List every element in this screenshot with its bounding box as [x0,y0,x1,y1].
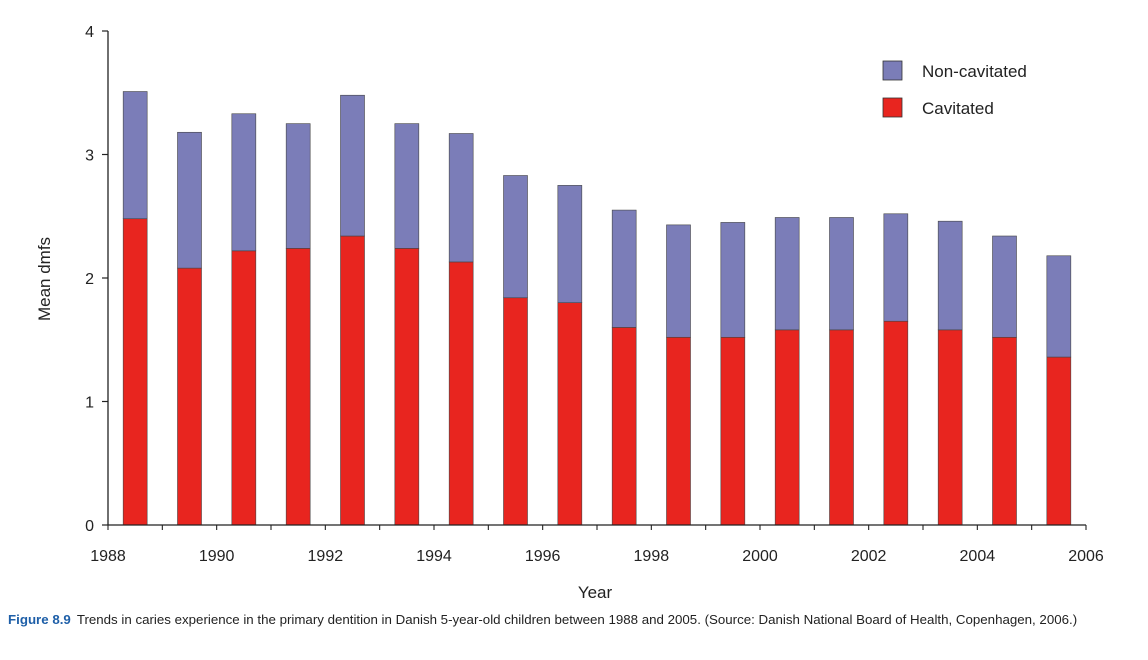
legend-label-cavitated: Cavitated [922,99,994,118]
bar-non-cavitated-2002 [883,213,909,322]
bar-non-cavitated-2004 [992,235,1017,338]
bar-cavitated-2004 [992,336,1017,526]
x-tick-label-1988: 1988 [90,548,126,565]
bar-cavitated-2001 [829,329,854,526]
bar-non-cavitated-1991 [285,123,311,249]
x-tick-label-1998: 1998 [634,548,670,565]
bar-non-cavitated-1992 [340,94,365,237]
y-tick-label-4: 4 [85,24,94,41]
bar-non-cavitated-1998 [666,224,691,338]
x-axis-title: Year [578,583,613,602]
bar-cavitated-1993 [394,248,420,526]
x-tick-label-2000: 2000 [742,548,778,565]
bar-cavitated-2003 [937,329,963,526]
bar-cavitated-2005 [1046,356,1072,526]
figure-label: Figure 8.9 [8,612,71,627]
y-tick-label-3: 3 [85,148,94,165]
stacked-bar-chart: 0 1 2 3 4 1988 1990 1992 1994 1996 1998 2000 2002 200… [35,24,1104,602]
legend: Non-cavitated Cavitated [882,60,1027,118]
bar-non-cavitated-2003 [937,220,963,331]
caption-text: Trends in caries experience in the prima… [76,612,1078,627]
bar-non-cavitated-1995 [503,175,528,299]
bar-non-cavitated-1996 [557,185,583,304]
bar-non-cavitated-1994 [448,133,474,263]
legend-swatch-cavitated [882,97,903,118]
bar-cavitated-1988 [122,218,148,526]
bar-cavitated-1990 [231,250,257,526]
bar-cavitated-1991 [285,248,311,526]
y-tick-label-1: 1 [85,395,94,412]
bar-cavitated-1996 [557,302,583,526]
figure-caption: Figure 8.9 Trends in caries experience in… [8,610,1143,629]
x-tick-label-2004: 2004 [960,548,996,565]
bar-cavitated-1989 [177,267,202,526]
axes-group: 0 1 2 3 4 1988 1990 1992 1994 1996 1998 2000 2002 200… [85,24,1104,565]
x-tick-label-1994: 1994 [416,548,452,565]
y-tick-label-2: 2 [85,271,94,288]
bars-group [122,91,1072,526]
y-tick-label-0: 0 [85,518,94,535]
bar-cavitated-2002 [883,320,909,526]
bar-cavitated-1994 [448,261,474,526]
bar-cavitated-1997 [611,327,637,526]
x-tick-label-2002: 2002 [851,548,887,565]
x-tick-label-1990: 1990 [199,548,235,565]
bar-non-cavitated-2000 [774,217,800,331]
bar-cavitated-2000 [774,329,800,526]
bar-cavitated-1992 [340,235,365,526]
x-tick-label-1996: 1996 [525,548,561,565]
bar-cavitated-1998 [666,336,691,526]
bar-non-cavitated-1990 [231,113,257,252]
x-tick-label-2006: 2006 [1068,548,1104,565]
legend-label-non-cavitated: Non-cavitated [922,62,1027,81]
y-axis-title: Mean dmfs [35,237,54,321]
bar-non-cavitated-2005 [1046,255,1072,358]
bar-cavitated-1995 [503,297,528,526]
bar-cavitated-1999 [720,336,746,526]
legend-swatch-non-cavitated [882,60,903,81]
bar-non-cavitated-2001 [829,217,854,331]
bar-non-cavitated-1993 [394,123,420,249]
bar-non-cavitated-1989 [177,131,202,269]
bar-non-cavitated-1997 [611,209,637,328]
x-tick-label-1992: 1992 [308,548,344,565]
bar-non-cavitated-1999 [720,222,746,338]
bar-non-cavitated-1988 [122,91,148,220]
